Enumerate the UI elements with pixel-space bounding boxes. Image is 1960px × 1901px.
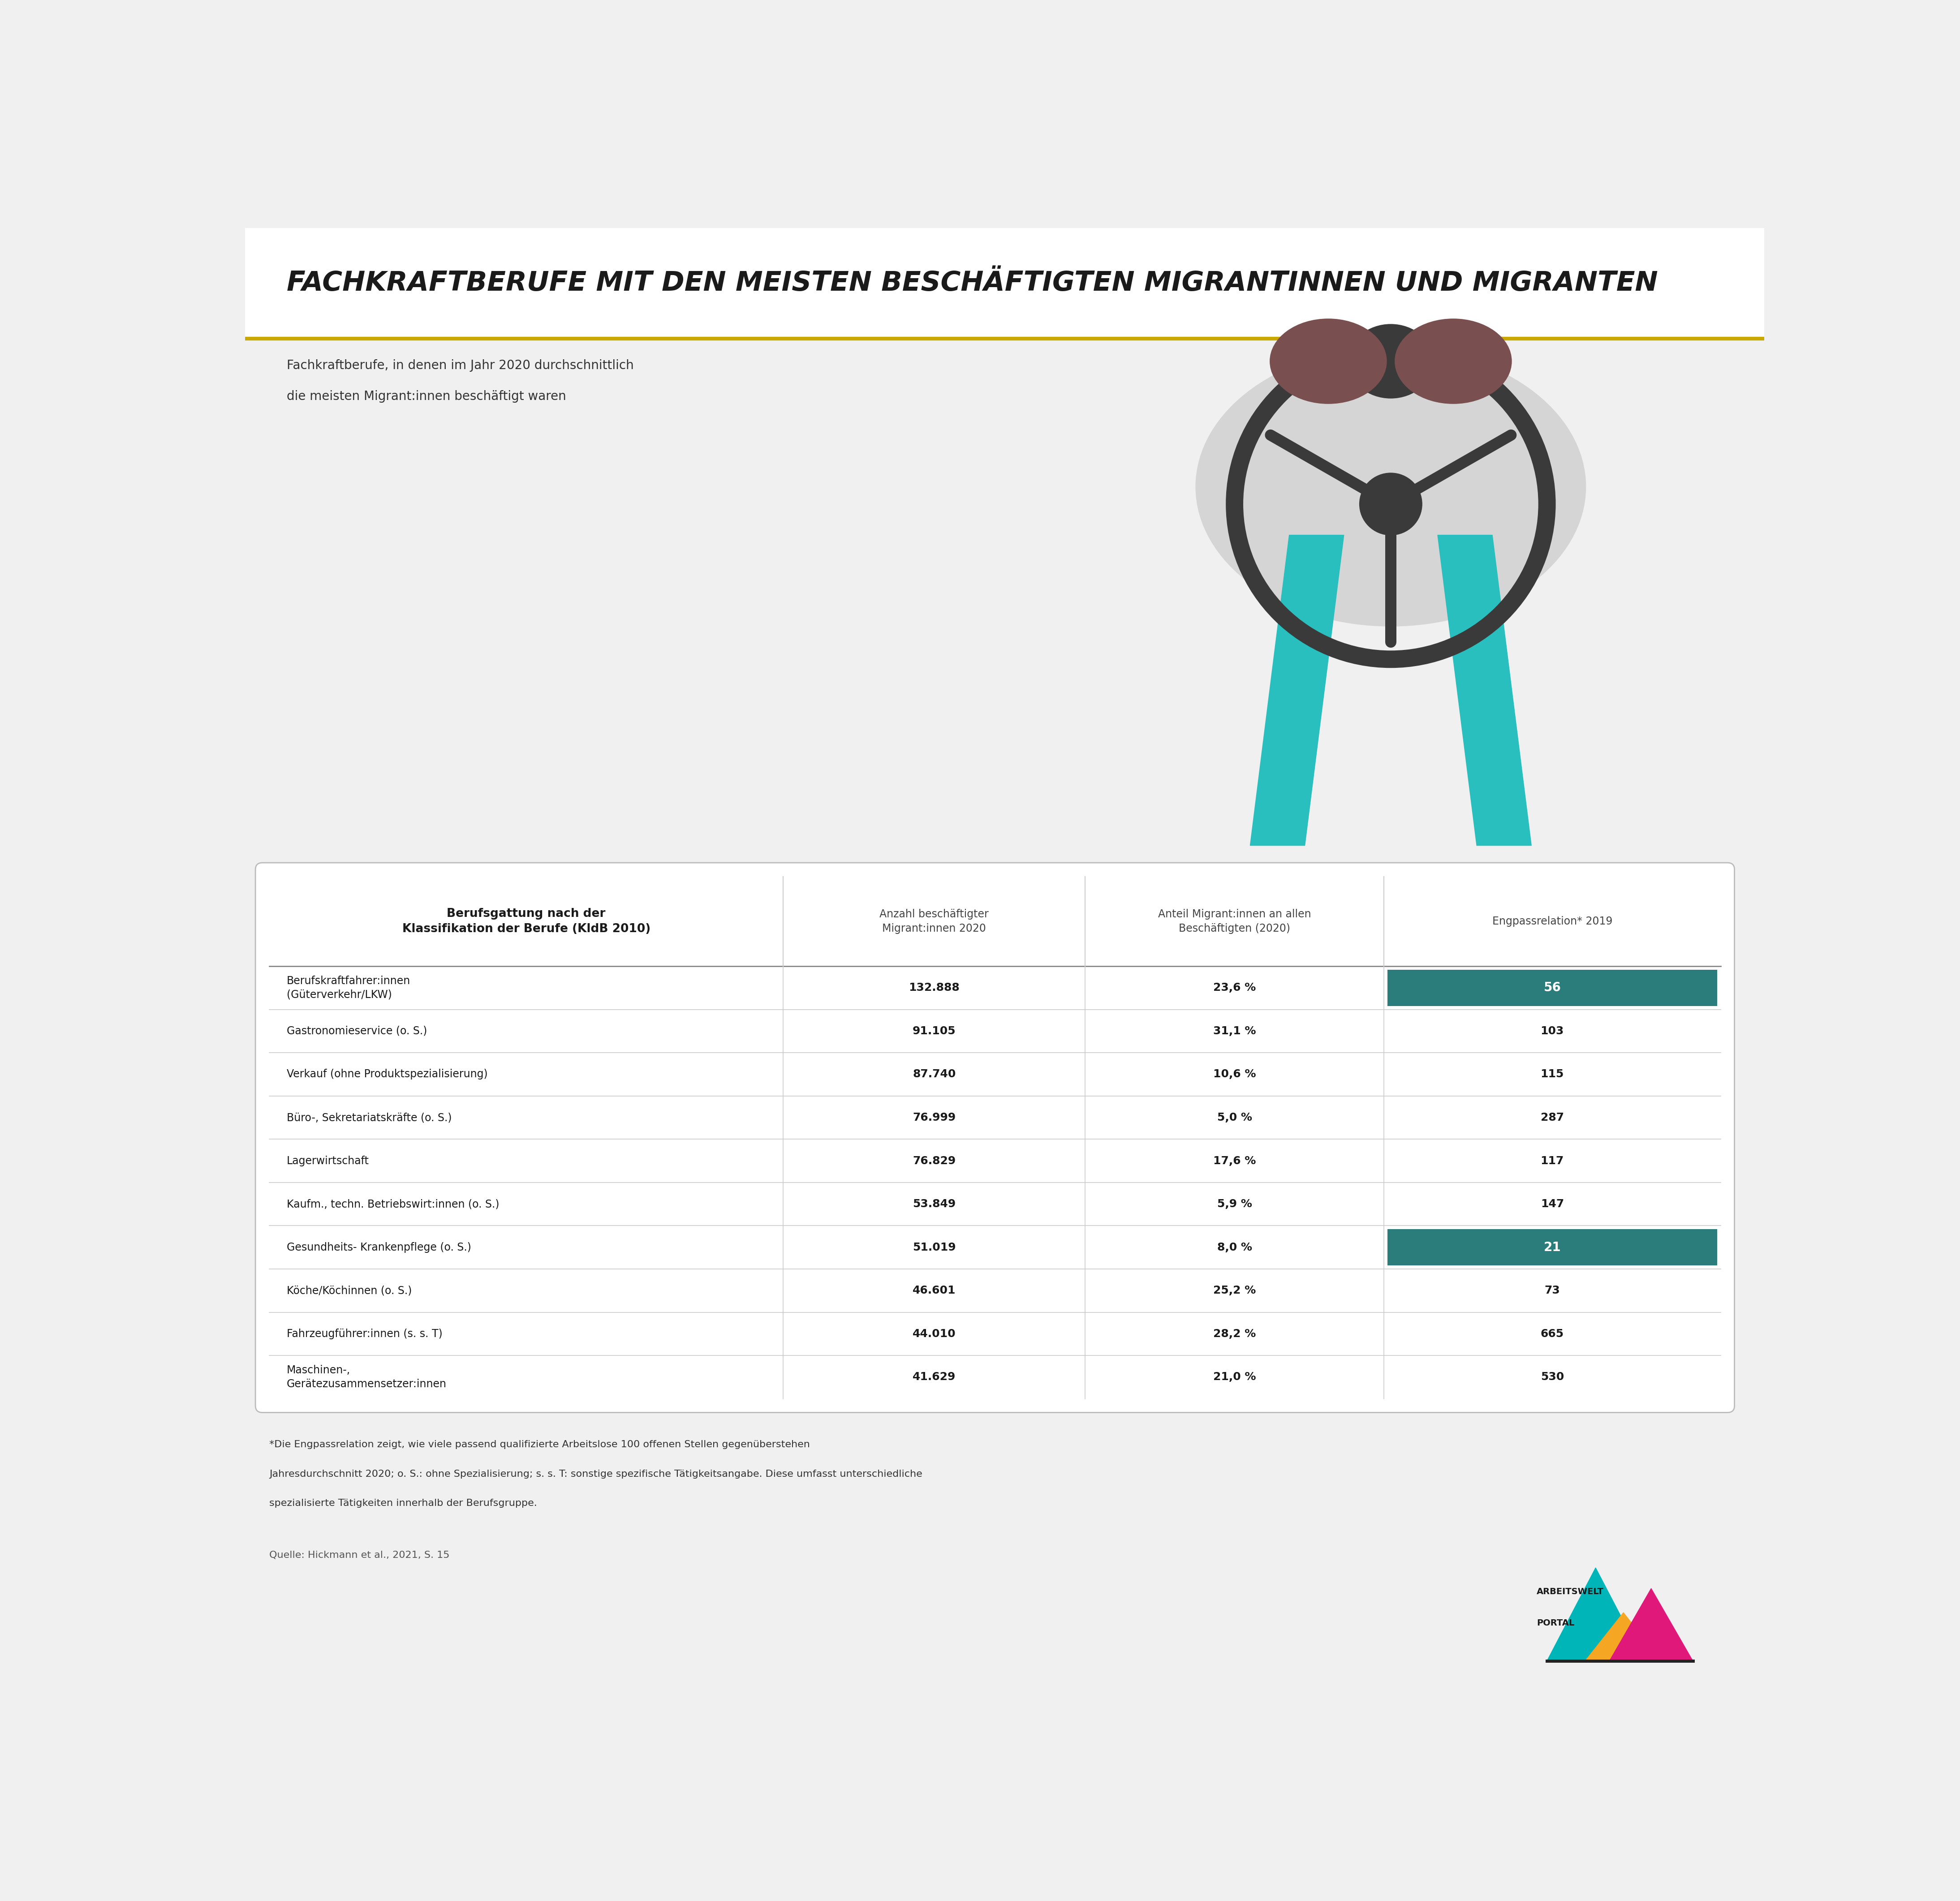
Text: PORTAL: PORTAL	[1537, 1618, 1574, 1627]
Polygon shape	[1250, 534, 1345, 846]
Text: 56: 56	[1544, 981, 1560, 994]
Text: 91.105: 91.105	[913, 1027, 956, 1036]
Text: Fahrzeugführer:innen (s. s. T): Fahrzeugführer:innen (s. s. T)	[286, 1329, 443, 1338]
Text: Verkauf (ohne Produktspezialisierung): Verkauf (ohne Produktspezialisierung)	[286, 1068, 488, 1080]
Text: Berufskraftfahrer:innen
(Güterverkehr/LKW): Berufskraftfahrer:innen (Güterverkehr/LK…	[286, 975, 410, 1000]
Text: 76.999: 76.999	[913, 1112, 956, 1123]
Ellipse shape	[1396, 319, 1511, 403]
Text: 115: 115	[1541, 1068, 1564, 1080]
Ellipse shape	[1270, 319, 1388, 403]
Ellipse shape	[1196, 348, 1586, 627]
Text: Quelle: Hickmann et al., 2021, S. 15: Quelle: Hickmann et al., 2021, S. 15	[269, 1551, 449, 1559]
Text: 25,2 %: 25,2 %	[1213, 1285, 1256, 1296]
Polygon shape	[1546, 1568, 1644, 1661]
Text: 44.010: 44.010	[913, 1329, 956, 1338]
Text: 31,1 %: 31,1 %	[1213, 1027, 1256, 1036]
Text: *Die Engpassrelation zeigt, wie viele passend qualifizierte Arbeitslose 100 offe: *Die Engpassrelation zeigt, wie viele pa…	[269, 1441, 809, 1449]
Text: Köche/Köchinnen (o. S.): Köche/Köchinnen (o. S.)	[286, 1285, 412, 1296]
Text: 10,6 %: 10,6 %	[1213, 1068, 1256, 1080]
Text: 530: 530	[1541, 1373, 1564, 1382]
Text: Kaufm., techn. Betriebswirt:innen (o. S.): Kaufm., techn. Betriebswirt:innen (o. S.…	[286, 1200, 500, 1209]
Text: Lagerwirtschaft: Lagerwirtschaft	[286, 1156, 368, 1165]
Text: Maschinen-,
Gerätezusammensetzer:innen: Maschinen-, Gerätezusammensetzer:innen	[286, 1365, 447, 1390]
Bar	[245, 228, 1764, 338]
Text: Gesundheits- Krankenpflege (o. S.): Gesundheits- Krankenpflege (o. S.)	[286, 1241, 470, 1253]
Text: Engpassrelation* 2019: Engpassrelation* 2019	[1492, 916, 1613, 928]
Text: Anzahl beschäftigter
Migrant:innen 2020: Anzahl beschäftigter Migrant:innen 2020	[880, 909, 988, 933]
Text: 46.601: 46.601	[913, 1285, 956, 1296]
Text: 5,9 %: 5,9 %	[1217, 1200, 1252, 1209]
Text: 73: 73	[1544, 1285, 1560, 1296]
Text: 53.849: 53.849	[913, 1200, 956, 1209]
Ellipse shape	[1348, 323, 1433, 399]
Text: Jahresdurchschnitt 2020; o. S.: ohne Spezialisierung; s. s. T: sonstige spezifis: Jahresdurchschnitt 2020; o. S.: ohne Spe…	[269, 1469, 923, 1479]
Text: 103: 103	[1541, 1027, 1564, 1036]
Text: Büro-, Sekretariatskräfte (o. S.): Büro-, Sekretariatskräfte (o. S.)	[286, 1112, 451, 1123]
Text: 87.740: 87.740	[913, 1068, 956, 1080]
Text: Anteil Migrant:innen an allen
Beschäftigten (2020): Anteil Migrant:innen an allen Beschäftig…	[1158, 909, 1311, 933]
Text: spezialisierte Tätigkeiten innerhalb der Berufsgruppe.: spezialisierte Tätigkeiten innerhalb der…	[269, 1498, 537, 1507]
Bar	[1388, 970, 1717, 1006]
Text: ARBEITSWELT: ARBEITSWELT	[1537, 1587, 1603, 1597]
Circle shape	[1360, 473, 1423, 534]
Text: 23,6 %: 23,6 %	[1213, 983, 1256, 992]
Polygon shape	[1437, 534, 1531, 846]
Text: 51.019: 51.019	[913, 1241, 956, 1253]
Text: FACHKRAFTBERUFE MIT DEN MEISTEN BESCHÄFTIGTEN MIGRANTINNEN UND MIGRANTEN: FACHKRAFTBERUFE MIT DEN MEISTEN BESCHÄFT…	[286, 270, 1658, 297]
Text: Fachkraftberufe, in denen im Jahr 2020 durchschnittlich: Fachkraftberufe, in denen im Jahr 2020 d…	[286, 359, 633, 373]
Text: 21,0 %: 21,0 %	[1213, 1373, 1256, 1382]
Text: die meisten Migrant:innen beschäftigt waren: die meisten Migrant:innen beschäftigt wa…	[286, 390, 566, 403]
Polygon shape	[1609, 1589, 1693, 1661]
Text: 147: 147	[1541, 1200, 1564, 1209]
Text: Gastronomieservice (o. S.): Gastronomieservice (o. S.)	[286, 1027, 427, 1036]
Text: 21: 21	[1544, 1241, 1560, 1253]
Text: 665: 665	[1541, 1329, 1564, 1338]
Text: 76.829: 76.829	[913, 1156, 956, 1165]
Text: 117: 117	[1541, 1156, 1564, 1165]
Text: 28,2 %: 28,2 %	[1213, 1329, 1256, 1338]
Polygon shape	[1586, 1612, 1662, 1661]
Text: 17,6 %: 17,6 %	[1213, 1156, 1256, 1165]
FancyBboxPatch shape	[255, 863, 1735, 1412]
Text: 41.629: 41.629	[913, 1373, 956, 1382]
Bar	[1388, 1230, 1717, 1266]
Text: Berufsgattung nach der
Klassifikation der Berufe (KldB 2010): Berufsgattung nach der Klassifikation de…	[402, 909, 651, 935]
Text: 5,0 %: 5,0 %	[1217, 1112, 1252, 1123]
Text: 287: 287	[1541, 1112, 1564, 1123]
Text: 8,0 %: 8,0 %	[1217, 1241, 1252, 1253]
Text: 132.888: 132.888	[909, 983, 960, 992]
